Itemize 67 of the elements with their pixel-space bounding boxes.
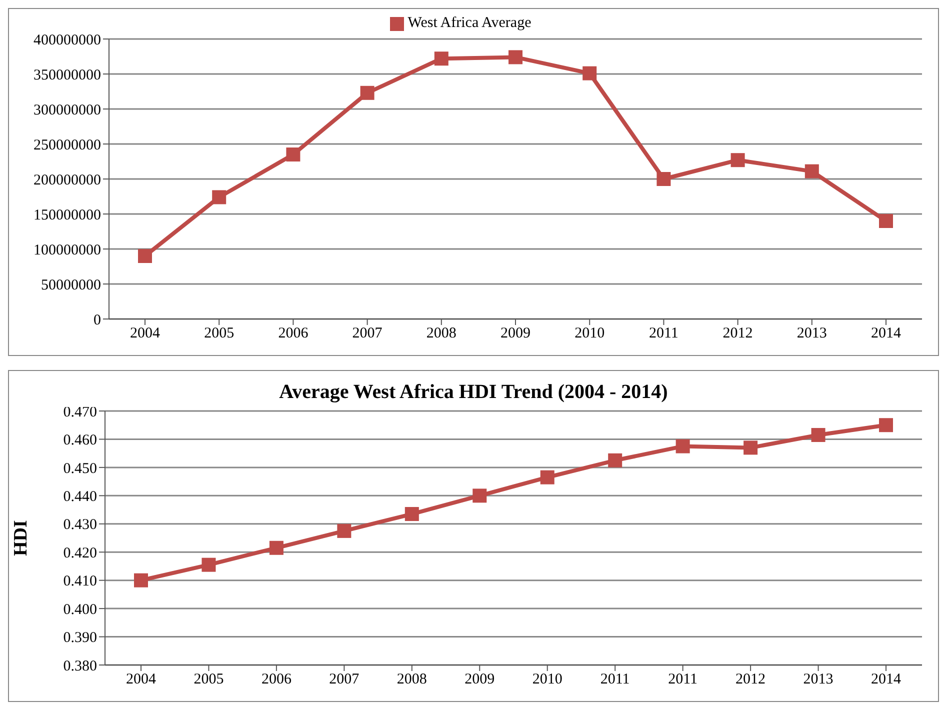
- y-tick-label: 0.410: [63, 574, 97, 590]
- legend-label: West Africa Average: [408, 15, 532, 31]
- point: [202, 558, 216, 572]
- y-axis-title: HDI: [10, 520, 32, 556]
- x-tick-label: 2005: [204, 326, 234, 342]
- point: [730, 153, 745, 168]
- point: [508, 50, 522, 64]
- point: [212, 190, 226, 204]
- y-tick-label: 50000000: [41, 277, 101, 294]
- x-tick-label: 2013: [803, 672, 834, 688]
- y-tick-label: 250000000: [34, 137, 101, 154]
- chart-title: Average West Africa HDI Trend (2004 - 2014): [279, 381, 668, 403]
- x-tick-label: 2014: [871, 326, 902, 342]
- x-tick-label: 2006: [278, 326, 309, 342]
- point: [804, 164, 819, 178]
- point: [744, 440, 758, 455]
- y-tick-label: 0.430: [63, 517, 97, 534]
- y-tick-label: 350000000: [34, 67, 101, 84]
- x-tick-label: 2006: [261, 672, 292, 688]
- y-tick-label: 0: [94, 312, 101, 328]
- point: [582, 66, 597, 80]
- x-tick-label: 2012: [736, 672, 766, 688]
- point: [811, 428, 826, 442]
- x-tick-label: 2008: [396, 672, 427, 688]
- x-tick-label: 2014: [871, 672, 902, 688]
- point: [472, 488, 487, 503]
- point: [269, 540, 284, 555]
- y-tick-label: 100000000: [34, 242, 101, 258]
- y-tick-label: 0.390: [63, 630, 97, 646]
- x-tick-label: 2007: [352, 326, 383, 342]
- point: [360, 86, 374, 100]
- x-tick-label: 2007: [329, 672, 360, 688]
- y-tick-label: 300000000: [34, 102, 101, 118]
- x-tick-label: 2012: [722, 326, 753, 342]
- y-tick-label: 0.460: [63, 432, 97, 449]
- y-tick-label: 200000000: [34, 172, 101, 188]
- x-tick-label: 2010: [532, 672, 562, 688]
- y-tick-label: 400000000: [34, 32, 101, 48]
- y-tick-label: 150000000: [34, 207, 101, 224]
- point: [138, 249, 152, 263]
- point: [540, 470, 554, 484]
- point: [879, 214, 893, 228]
- x-tick-label: 2011: [668, 672, 698, 688]
- point: [608, 453, 622, 468]
- point: [434, 52, 448, 66]
- x-tick-label: 2009: [500, 326, 530, 342]
- point: [337, 524, 352, 538]
- point: [286, 148, 300, 162]
- y-tick-label: 0.420: [63, 545, 97, 562]
- point: [134, 573, 148, 588]
- y-tick-label: 0.440: [63, 488, 97, 505]
- point: [404, 507, 419, 522]
- y-tick-label: 0.400: [63, 602, 97, 618]
- x-tick-label: 2004: [130, 326, 160, 342]
- x-tick-label: 2011: [648, 326, 678, 342]
- x-tick-label: 2011: [600, 672, 630, 688]
- point: [656, 172, 671, 186]
- y-tick-label: 0.380: [63, 658, 97, 674]
- x-tick-label: 2013: [796, 326, 827, 342]
- x-tick-label: 2004: [126, 672, 156, 688]
- x-tick-label: 2008: [426, 326, 456, 342]
- x-tick-label: 2005: [194, 672, 224, 688]
- x-tick-label: 2010: [574, 326, 605, 342]
- point: [676, 439, 690, 454]
- y-tick-label: 0.450: [63, 460, 97, 477]
- point: [879, 418, 893, 432]
- x-tick-label: 2009: [464, 672, 495, 688]
